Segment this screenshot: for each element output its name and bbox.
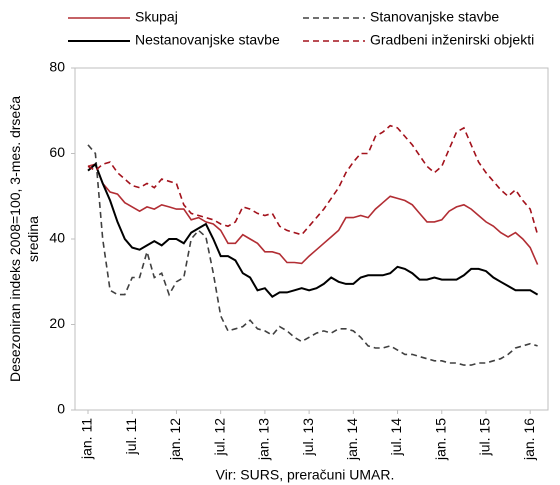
x-tick-label: jan. 11 xyxy=(79,418,95,460)
series-line xyxy=(87,144,538,366)
y-tick-label: 80 xyxy=(49,59,65,75)
y-tick-label: 60 xyxy=(49,144,65,160)
x-tick-label: jan. 12 xyxy=(167,418,183,461)
x-tick-label: jul. 15 xyxy=(477,418,493,457)
legend-label: Gradbeni inženirski objekti xyxy=(370,32,534,48)
x-tick-label: jan. 16 xyxy=(521,418,537,461)
x-tick-label: jan. 15 xyxy=(432,418,448,461)
y-tick-label: 20 xyxy=(49,315,65,331)
x-tick-label: jan. 13 xyxy=(256,418,272,461)
source: Vir: SURS, preračuni UMAR. xyxy=(216,467,395,483)
legend-label: Skupaj xyxy=(135,9,178,25)
y-tick-label: 0 xyxy=(57,401,65,417)
y-tick-label: 40 xyxy=(49,230,65,246)
series-line xyxy=(87,162,539,298)
x-tick-label: jul. 11 xyxy=(123,418,139,456)
x-tick-label: jul. 14 xyxy=(388,418,404,457)
series-line xyxy=(87,124,539,236)
y-axis-label: Desezoniran indeks 2008=100, 3-mes. drse… xyxy=(7,96,41,382)
y-axis-label-line: Desezoniran indeks 2008=100, 3-mes. drse… xyxy=(7,96,23,382)
legend-label: Nestanovanjske stavbe xyxy=(135,32,280,48)
legend-label: Stanovanjske stavbe xyxy=(370,9,499,25)
x-tick-label: jan. 14 xyxy=(344,418,360,461)
series-line xyxy=(87,163,539,265)
x-tick-label: jul. 12 xyxy=(211,418,227,457)
y-axis-label-line: sredina xyxy=(25,216,41,262)
x-tick-label: jul. 13 xyxy=(300,418,316,457)
plot-area xyxy=(74,67,549,411)
